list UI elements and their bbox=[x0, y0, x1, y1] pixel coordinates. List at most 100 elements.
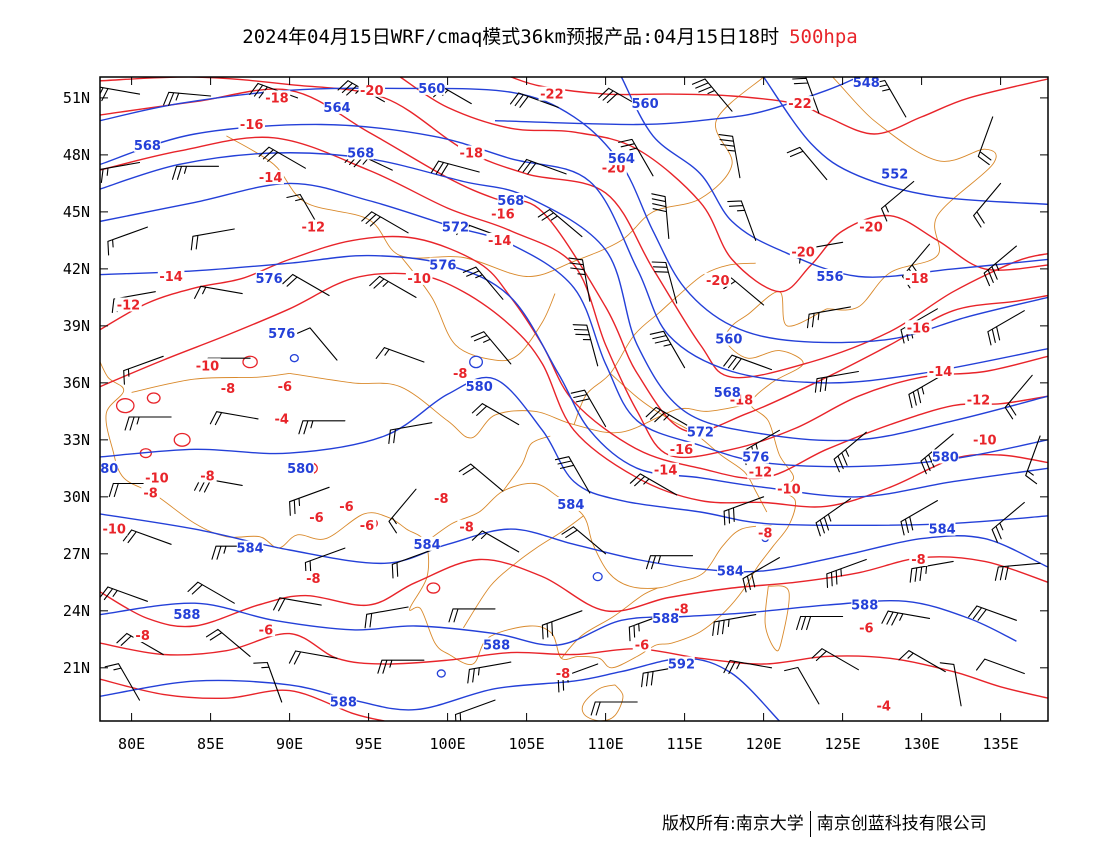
wind-barb bbox=[288, 650, 338, 665]
temperature-label: -22 bbox=[540, 88, 564, 103]
wind-barb bbox=[541, 610, 583, 640]
wind-barb-shape bbox=[712, 614, 757, 636]
y-tick-label: 42N bbox=[63, 260, 90, 278]
temperature-contour-closed bbox=[173, 432, 191, 447]
temperature-label: -16 bbox=[491, 207, 515, 222]
height-label: 584 bbox=[717, 564, 744, 579]
height-label: 588 bbox=[330, 696, 357, 711]
wind-barb bbox=[723, 354, 773, 371]
wind-barb bbox=[100, 161, 141, 183]
boundary-layer bbox=[100, 77, 997, 721]
x-tick-label: 130E bbox=[904, 735, 940, 753]
wind-barb-shape bbox=[258, 146, 306, 169]
temperature-contour-closed bbox=[242, 355, 258, 369]
wind-barb bbox=[572, 324, 599, 367]
label-halo bbox=[668, 441, 695, 456]
x-tick-label: 120E bbox=[746, 735, 782, 753]
height-contour bbox=[763, 77, 1048, 205]
map-title: 2024年04月15日WRF/cmaq模式36km预报产品:04月15日18时 5… bbox=[0, 22, 1100, 49]
wind-barb-shape bbox=[568, 257, 591, 302]
temperature-contour bbox=[100, 77, 1048, 379]
height-label: 560 bbox=[418, 82, 445, 97]
wind-barb-shape bbox=[629, 473, 678, 496]
label-halo bbox=[173, 607, 201, 622]
temperature-label: -8 bbox=[200, 469, 214, 484]
wind-barb bbox=[983, 245, 1017, 287]
temperature-label: -12 bbox=[117, 298, 141, 313]
y-tick-label: 48N bbox=[63, 146, 90, 164]
label-halo bbox=[457, 519, 476, 534]
height-label: 588 bbox=[652, 612, 679, 627]
label-halo bbox=[853, 77, 880, 90]
wind-barb bbox=[253, 661, 283, 703]
label-halo bbox=[557, 496, 585, 511]
wind-barb bbox=[1004, 374, 1033, 420]
label-halo bbox=[255, 270, 283, 285]
height-label: 572 bbox=[442, 221, 469, 236]
x-tick-label: 100E bbox=[430, 735, 466, 753]
wind-barb-shape bbox=[909, 560, 954, 583]
wind-barb-shape bbox=[470, 331, 512, 365]
wind-barb-shape bbox=[471, 403, 520, 426]
wind-barb bbox=[994, 562, 1041, 581]
wind-barb bbox=[187, 581, 235, 604]
temperature-label: -6 bbox=[259, 623, 273, 638]
wind-barb bbox=[100, 86, 141, 102]
temperature-label: -6 bbox=[339, 500, 353, 515]
wind-barb-shape bbox=[187, 581, 235, 604]
wind-barb bbox=[273, 597, 322, 612]
wind-barb-shape bbox=[784, 666, 820, 705]
height-label: 580 bbox=[932, 450, 959, 465]
wind-barb bbox=[391, 549, 433, 579]
wind-barb bbox=[194, 285, 243, 299]
temperature-label: -12 bbox=[967, 393, 991, 408]
wind-barb bbox=[568, 257, 591, 302]
height-contour bbox=[100, 513, 1048, 573]
temperature-label: -8 bbox=[453, 367, 467, 382]
wind-barb-shape bbox=[645, 406, 694, 429]
boundary-line bbox=[289, 372, 752, 439]
height-contour-closed bbox=[289, 353, 299, 363]
label-halo bbox=[713, 384, 741, 399]
height-label: 548 bbox=[853, 76, 880, 91]
wind-barb bbox=[833, 431, 867, 473]
wind-barb-shape bbox=[369, 275, 417, 298]
temperature-label: -18 bbox=[905, 272, 929, 287]
x-tick-label: 115E bbox=[667, 735, 703, 753]
wind-barb bbox=[124, 416, 172, 431]
wind-barb-shape bbox=[806, 306, 852, 329]
x-tick-label: 85E bbox=[197, 735, 224, 753]
wind-barb-shape bbox=[786, 146, 828, 181]
temperature-contour bbox=[399, 77, 1048, 293]
wind-barb-shape bbox=[557, 663, 599, 693]
temperature-contour bbox=[100, 632, 1048, 699]
boundary-line bbox=[573, 262, 756, 425]
temperature-label: -4 bbox=[876, 699, 890, 714]
wind-barb bbox=[900, 500, 938, 536]
height-label: 564 bbox=[323, 101, 350, 116]
label-halo bbox=[432, 491, 451, 506]
label-halo bbox=[268, 325, 295, 340]
wind-barb-shape bbox=[976, 658, 1025, 675]
wind-barb bbox=[388, 488, 417, 534]
wind-barb-shape bbox=[814, 370, 859, 393]
boundary-line bbox=[561, 587, 658, 659]
wind-barb bbox=[107, 226, 148, 256]
boundary-line bbox=[425, 482, 772, 589]
label-halo bbox=[272, 411, 291, 426]
wind-barb bbox=[898, 650, 946, 673]
wind-barb bbox=[900, 308, 938, 344]
wind-barb bbox=[517, 158, 567, 175]
label-halo bbox=[358, 82, 386, 97]
wind-barb-shape bbox=[880, 180, 915, 222]
wind-barb-shape bbox=[645, 555, 694, 570]
label-halo bbox=[194, 358, 221, 373]
y-tick-label: 39N bbox=[63, 317, 90, 335]
footer-separator bbox=[809, 811, 811, 837]
wind-barb-shape bbox=[100, 161, 141, 183]
wind-barb-shape bbox=[811, 648, 859, 671]
wind-barb-shape bbox=[590, 701, 638, 716]
label-halo bbox=[715, 331, 743, 346]
height-label: 584 bbox=[929, 523, 956, 538]
wind-barb bbox=[462, 266, 504, 300]
